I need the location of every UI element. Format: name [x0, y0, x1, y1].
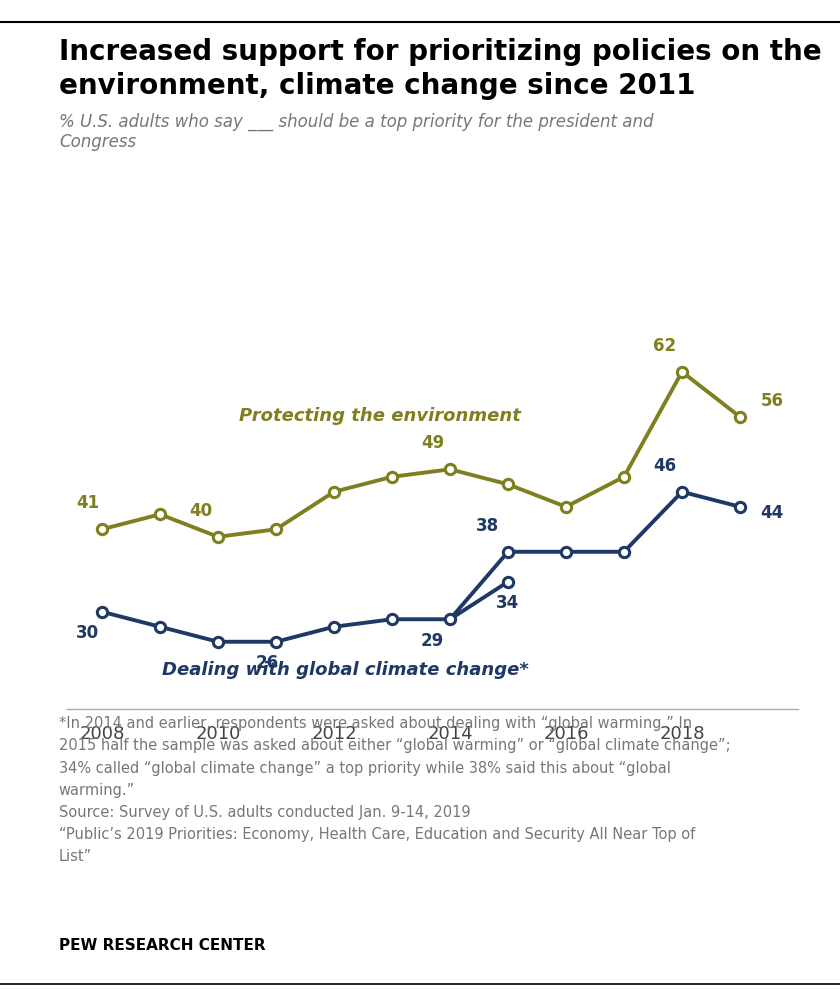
- Text: 56: 56: [760, 391, 783, 409]
- Point: [675, 364, 689, 380]
- Text: 38: 38: [476, 517, 499, 535]
- Text: % U.S. adults who say ___ should be a top priority for the president and: % U.S. adults who say ___ should be a to…: [59, 113, 654, 131]
- Point: [328, 619, 341, 635]
- Text: environment, climate change since 2011: environment, climate change since 2011: [59, 72, 696, 101]
- Text: 46: 46: [653, 457, 676, 475]
- Point: [501, 573, 515, 590]
- Text: Protecting the environment: Protecting the environment: [239, 406, 522, 425]
- Point: [386, 469, 399, 485]
- Point: [617, 543, 631, 559]
- Text: 40: 40: [189, 502, 213, 520]
- Text: 29: 29: [421, 632, 444, 650]
- Text: Congress: Congress: [59, 133, 136, 151]
- Point: [733, 408, 747, 425]
- Text: 30: 30: [76, 624, 99, 642]
- Point: [153, 619, 166, 635]
- Point: [270, 521, 283, 537]
- Point: [559, 499, 573, 515]
- Point: [559, 543, 573, 559]
- Text: 62: 62: [653, 337, 676, 355]
- Point: [617, 469, 631, 485]
- Text: 34: 34: [496, 594, 520, 612]
- Point: [444, 612, 457, 628]
- Text: *In 2014 and earlier, respondents were asked about dealing with “global warming.: *In 2014 and earlier, respondents were a…: [59, 716, 731, 864]
- Point: [270, 634, 283, 650]
- Text: Increased support for prioritizing policies on the: Increased support for prioritizing polic…: [59, 38, 822, 66]
- Point: [501, 476, 515, 492]
- Text: Dealing with global climate change*: Dealing with global climate change*: [162, 662, 529, 679]
- Point: [212, 634, 225, 650]
- Point: [153, 506, 166, 522]
- Point: [733, 499, 747, 515]
- Text: PEW RESEARCH CENTER: PEW RESEARCH CENTER: [59, 938, 265, 953]
- Point: [95, 521, 108, 537]
- Point: [675, 484, 689, 500]
- Text: 49: 49: [421, 435, 444, 453]
- Point: [501, 543, 515, 559]
- Point: [212, 529, 225, 545]
- Text: 41: 41: [76, 494, 99, 512]
- Text: 44: 44: [760, 504, 784, 522]
- Point: [386, 612, 399, 628]
- Point: [444, 462, 457, 478]
- Text: 26: 26: [255, 654, 279, 672]
- Point: [95, 604, 108, 620]
- Point: [328, 484, 341, 500]
